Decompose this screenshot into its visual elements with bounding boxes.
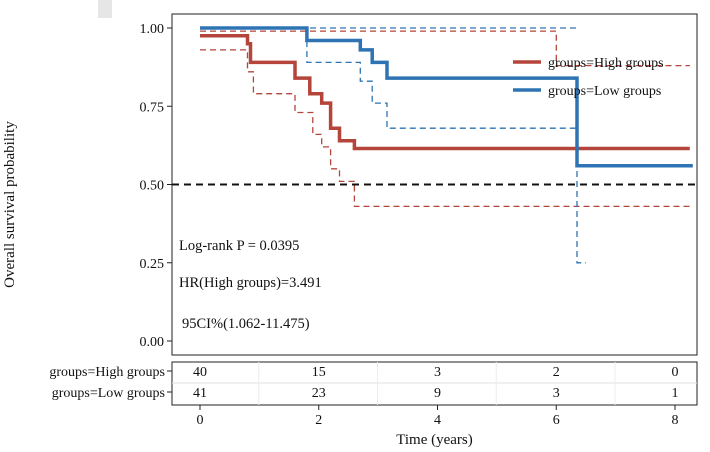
risk-table-value: 3 bbox=[434, 365, 441, 380]
risk-table-value: 40 bbox=[193, 365, 207, 380]
x-tick-label: 8 bbox=[672, 413, 679, 428]
risk-row-label: groups=Low groups bbox=[52, 386, 165, 401]
legend-label: groups=Low groups bbox=[548, 84, 661, 99]
y-tick-label: 0.25 bbox=[140, 257, 165, 272]
stat-annotation: HR(High groups)=3.491 bbox=[179, 275, 322, 291]
ci-upper-high bbox=[200, 30, 690, 67]
survival-line-low bbox=[200, 26, 693, 168]
x-tick-label: 6 bbox=[553, 413, 560, 428]
risk-table-value: 3 bbox=[553, 386, 560, 401]
ci-lower-low bbox=[200, 27, 586, 264]
x-tick-label: 0 bbox=[197, 413, 204, 428]
y-tick-label: 0.50 bbox=[140, 179, 165, 194]
risk-table-value: 2 bbox=[553, 365, 560, 380]
x-axis-label: Time (years) bbox=[396, 432, 473, 448]
risk-table-value: 15 bbox=[312, 365, 326, 380]
risk-table-value: 23 bbox=[312, 386, 326, 401]
risk-row-label: groups=High groups bbox=[49, 365, 165, 380]
risk-table-value: 41 bbox=[193, 386, 207, 401]
y-tick-label: 0.00 bbox=[140, 335, 165, 350]
y-axis-label: Overall survival probability bbox=[2, 121, 18, 288]
stat-annotation: Log-rank P = 0.0395 bbox=[179, 238, 299, 254]
survival-line-high bbox=[200, 34, 690, 151]
risk-table-value: 0 bbox=[672, 365, 679, 380]
x-tick-label: 2 bbox=[315, 413, 322, 428]
y-tick-label: 1.00 bbox=[140, 22, 165, 37]
legend-label: groups=High groups bbox=[548, 56, 664, 71]
stat-annotation: 95CI%(1.062-11.475) bbox=[182, 316, 310, 332]
ci-lower-high bbox=[200, 49, 690, 208]
corner-marker bbox=[98, 0, 112, 18]
x-tick-label: 4 bbox=[434, 413, 441, 428]
risk-table-value: 1 bbox=[672, 386, 679, 401]
risk-table-value: 9 bbox=[434, 386, 441, 401]
y-tick-label: 0.75 bbox=[140, 100, 165, 115]
